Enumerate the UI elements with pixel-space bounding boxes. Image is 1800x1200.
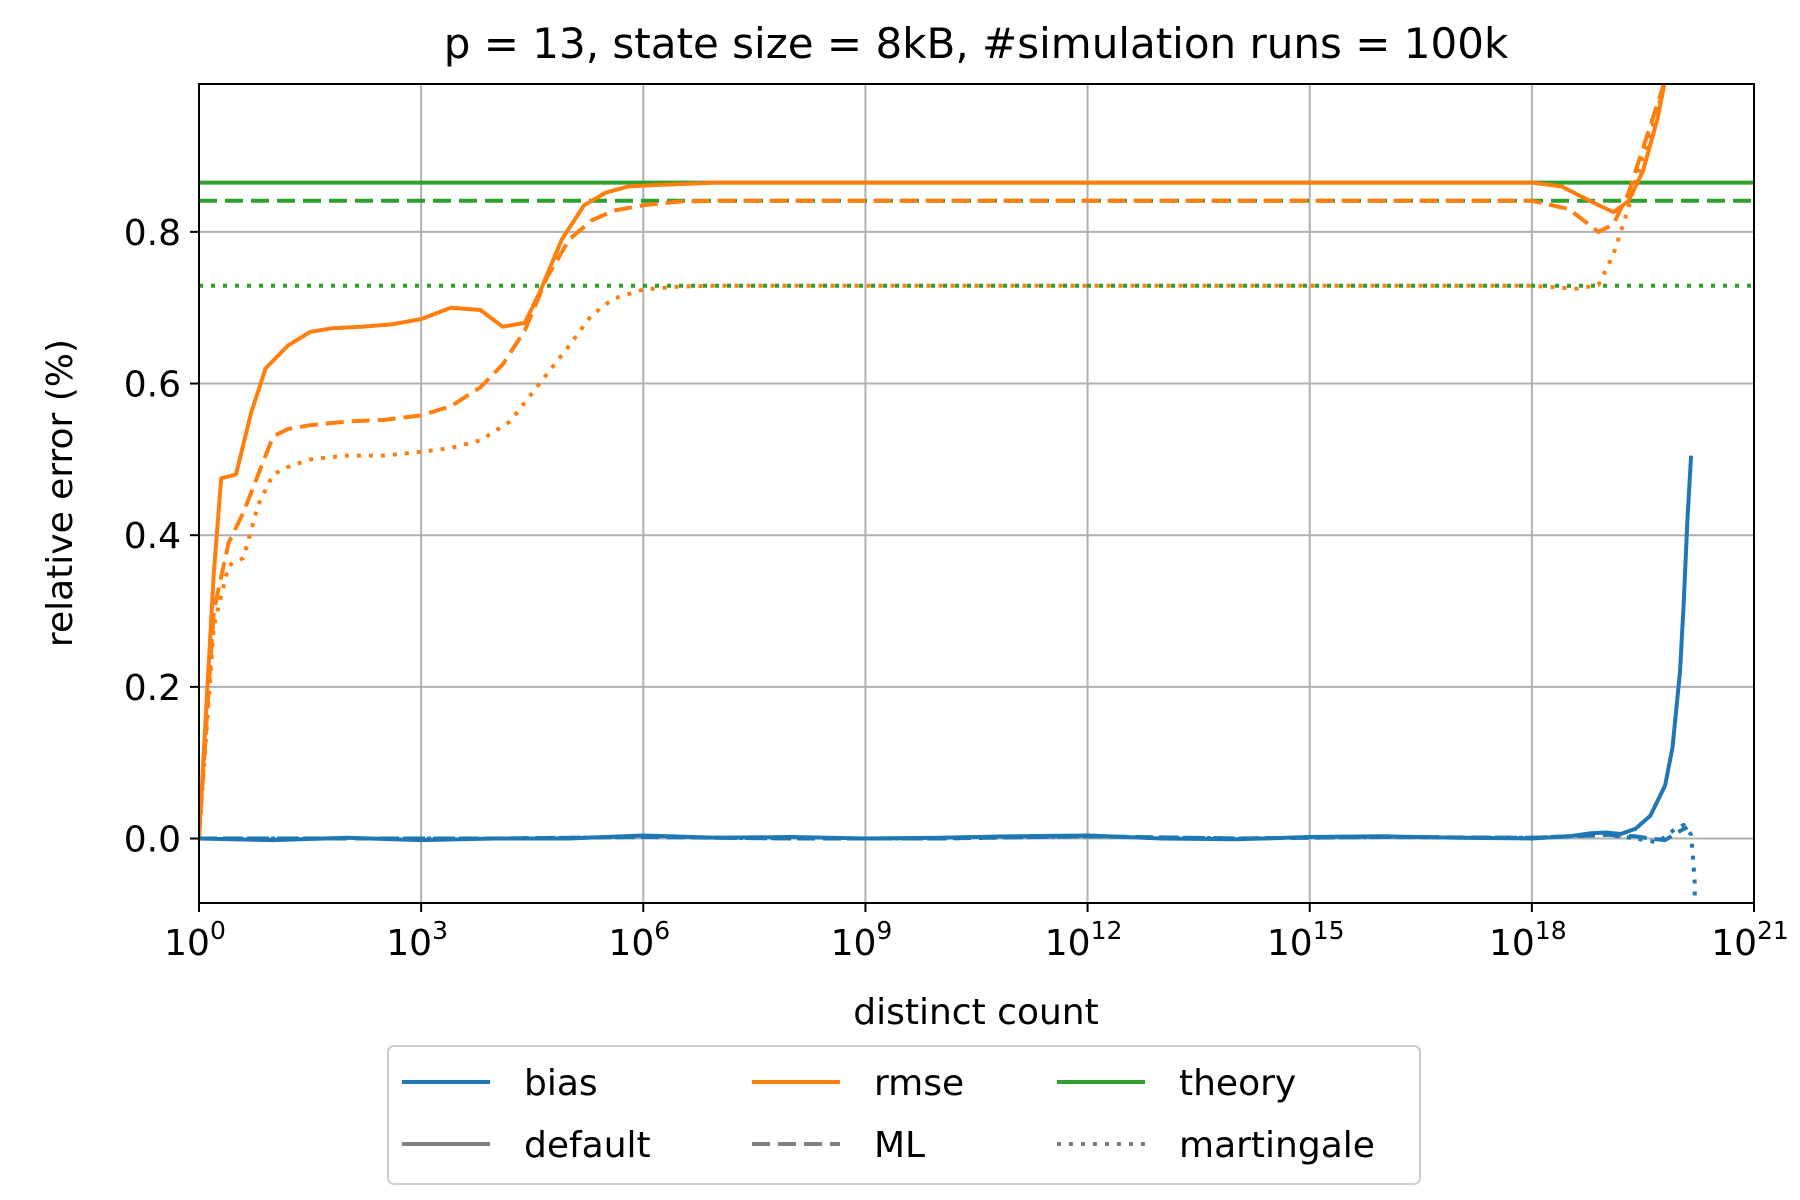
x-axis-label: distinct count xyxy=(853,992,1098,1033)
rmse-default-line xyxy=(199,84,1667,839)
x-tick-label: 1012 xyxy=(1045,916,1123,964)
x-tick-label: 106 xyxy=(608,916,670,964)
bias-ml-line xyxy=(199,825,1689,843)
y-tick-label: 0.8 xyxy=(124,213,181,254)
legend-label-bias: bias xyxy=(524,1063,598,1104)
legend-entries: bias rmse theory default ML martingale xyxy=(402,1063,1375,1166)
y-tick-label: 0.2 xyxy=(124,668,181,709)
legend-label-rmse: rmse xyxy=(874,1063,964,1104)
legend-label-martingale: martingale xyxy=(1179,1125,1375,1166)
plot-frame xyxy=(198,83,1755,904)
bias-martingale-line xyxy=(199,822,1697,903)
y-tick-label: 0.0 xyxy=(124,820,181,861)
legend: bias rmse theory default ML martingale xyxy=(387,1045,1421,1185)
x-tick-label: 1018 xyxy=(1489,916,1567,964)
y-tick-label: 0.4 xyxy=(124,516,181,557)
y-tick-label: 0.6 xyxy=(124,365,181,406)
plot-lines xyxy=(199,84,1754,903)
x-tick-label: 1021 xyxy=(1711,916,1789,964)
legend-label-ml: ML xyxy=(874,1125,925,1166)
x-tick-label: 103 xyxy=(386,916,448,964)
axis-ticks: 100 103 106 109 1012 1015 1018 1021 0.0 0.2 0.4 0.6… xyxy=(124,213,1789,964)
legend-frame xyxy=(387,1045,1421,1185)
x-tick-label: 109 xyxy=(831,916,893,964)
chart-title: p = 13, state size = 8kB, #simulation ru… xyxy=(444,19,1509,68)
legend-label-default: default xyxy=(524,1125,651,1166)
x-tick-label: 100 xyxy=(164,916,226,964)
y-axis-label: relative error (%) xyxy=(40,339,81,647)
rmse-ml-line xyxy=(199,84,1666,839)
x-tick-label: 1015 xyxy=(1267,916,1345,964)
legend-label-theory: theory xyxy=(1179,1063,1296,1104)
